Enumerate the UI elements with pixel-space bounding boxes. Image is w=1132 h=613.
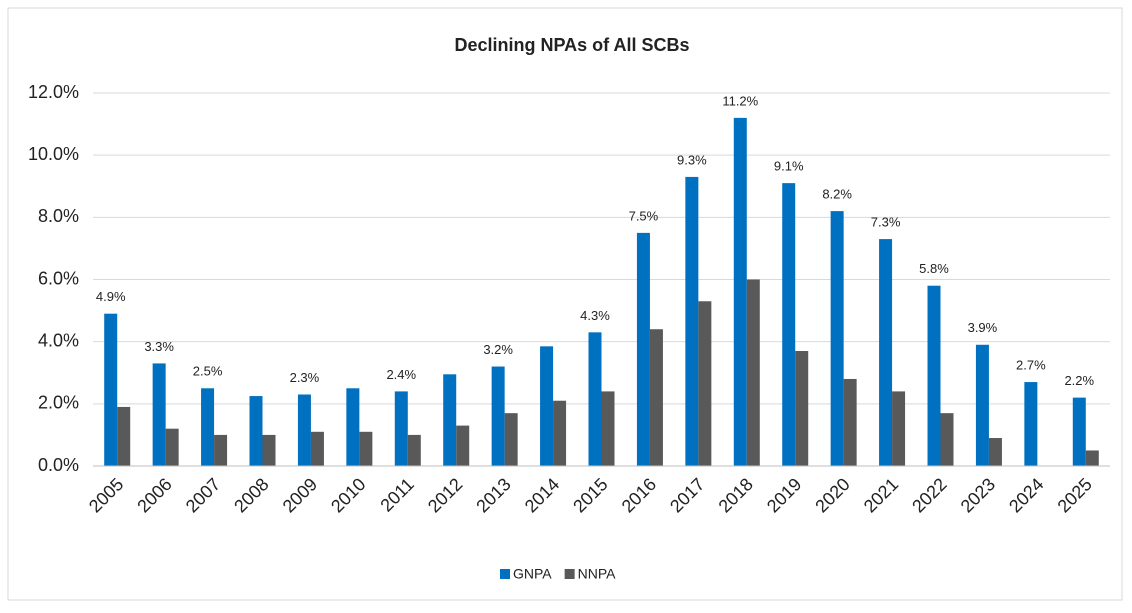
bar bbox=[117, 406, 131, 466]
data-label: 5.8% bbox=[919, 261, 949, 276]
bar bbox=[504, 413, 518, 466]
y-tick-label: 12.0% bbox=[28, 82, 79, 102]
data-label: 11.2% bbox=[722, 93, 758, 108]
y-tick-label: 6.0% bbox=[38, 268, 79, 288]
legend-label: GNPA bbox=[513, 566, 552, 582]
y-tick-label: 2.0% bbox=[38, 393, 79, 413]
data-label: 3.2% bbox=[483, 342, 513, 357]
bar bbox=[310, 431, 324, 466]
bar bbox=[975, 344, 989, 466]
bar bbox=[443, 374, 457, 466]
bar bbox=[940, 413, 954, 466]
bar bbox=[553, 400, 567, 466]
chart-frame bbox=[7, 7, 1123, 601]
bar bbox=[346, 388, 360, 466]
data-label: 4.9% bbox=[96, 289, 126, 304]
bar bbox=[892, 391, 906, 466]
data-label: 7.3% bbox=[871, 215, 901, 230]
bar bbox=[927, 285, 941, 466]
data-label: 8.2% bbox=[822, 187, 852, 202]
data-label: 9.1% bbox=[774, 159, 804, 174]
bar bbox=[746, 279, 760, 466]
bar bbox=[249, 396, 263, 466]
y-tick-label: 8.0% bbox=[38, 206, 79, 226]
bar bbox=[262, 434, 276, 466]
bar bbox=[540, 346, 554, 466]
bar bbox=[698, 301, 712, 466]
bar bbox=[407, 434, 421, 466]
bar bbox=[394, 391, 408, 466]
chart-title: Declining NPAs of All SCBs bbox=[454, 35, 689, 55]
data-label: 7.5% bbox=[629, 208, 659, 223]
y-tick-label: 4.0% bbox=[38, 330, 79, 350]
bar bbox=[601, 391, 615, 466]
bar bbox=[214, 434, 228, 466]
bar bbox=[636, 232, 650, 466]
bar bbox=[830, 211, 844, 466]
bar bbox=[649, 329, 663, 466]
bar bbox=[988, 438, 1002, 466]
bar bbox=[733, 117, 747, 466]
bar bbox=[297, 394, 311, 466]
bar bbox=[201, 388, 215, 466]
data-label: 3.9% bbox=[968, 320, 998, 335]
bar bbox=[588, 332, 602, 466]
bar bbox=[879, 239, 893, 466]
bar bbox=[104, 313, 118, 466]
bar bbox=[359, 431, 373, 466]
data-label: 2.4% bbox=[386, 367, 416, 382]
bar bbox=[491, 366, 505, 466]
bar bbox=[456, 425, 470, 466]
data-label: 2.5% bbox=[193, 364, 223, 379]
y-tick-label: 0.0% bbox=[38, 455, 79, 475]
data-label: 9.3% bbox=[677, 152, 707, 167]
bar bbox=[152, 363, 166, 466]
data-label: 2.3% bbox=[290, 370, 320, 385]
data-label: 2.2% bbox=[1064, 373, 1094, 388]
legend-swatch bbox=[500, 569, 510, 579]
bar bbox=[1024, 382, 1038, 466]
bar bbox=[843, 378, 857, 466]
data-label: 2.7% bbox=[1016, 358, 1046, 373]
bar bbox=[782, 183, 796, 466]
bar bbox=[1072, 397, 1086, 466]
data-label: 3.3% bbox=[144, 339, 174, 354]
bar bbox=[1085, 450, 1099, 466]
legend-label: NNPA bbox=[578, 566, 617, 582]
bar bbox=[685, 176, 699, 467]
bar bbox=[165, 428, 179, 466]
legend-swatch bbox=[564, 569, 575, 579]
y-tick-label: 10.0% bbox=[28, 144, 79, 164]
bar bbox=[795, 350, 809, 466]
data-label: 4.3% bbox=[580, 308, 610, 323]
